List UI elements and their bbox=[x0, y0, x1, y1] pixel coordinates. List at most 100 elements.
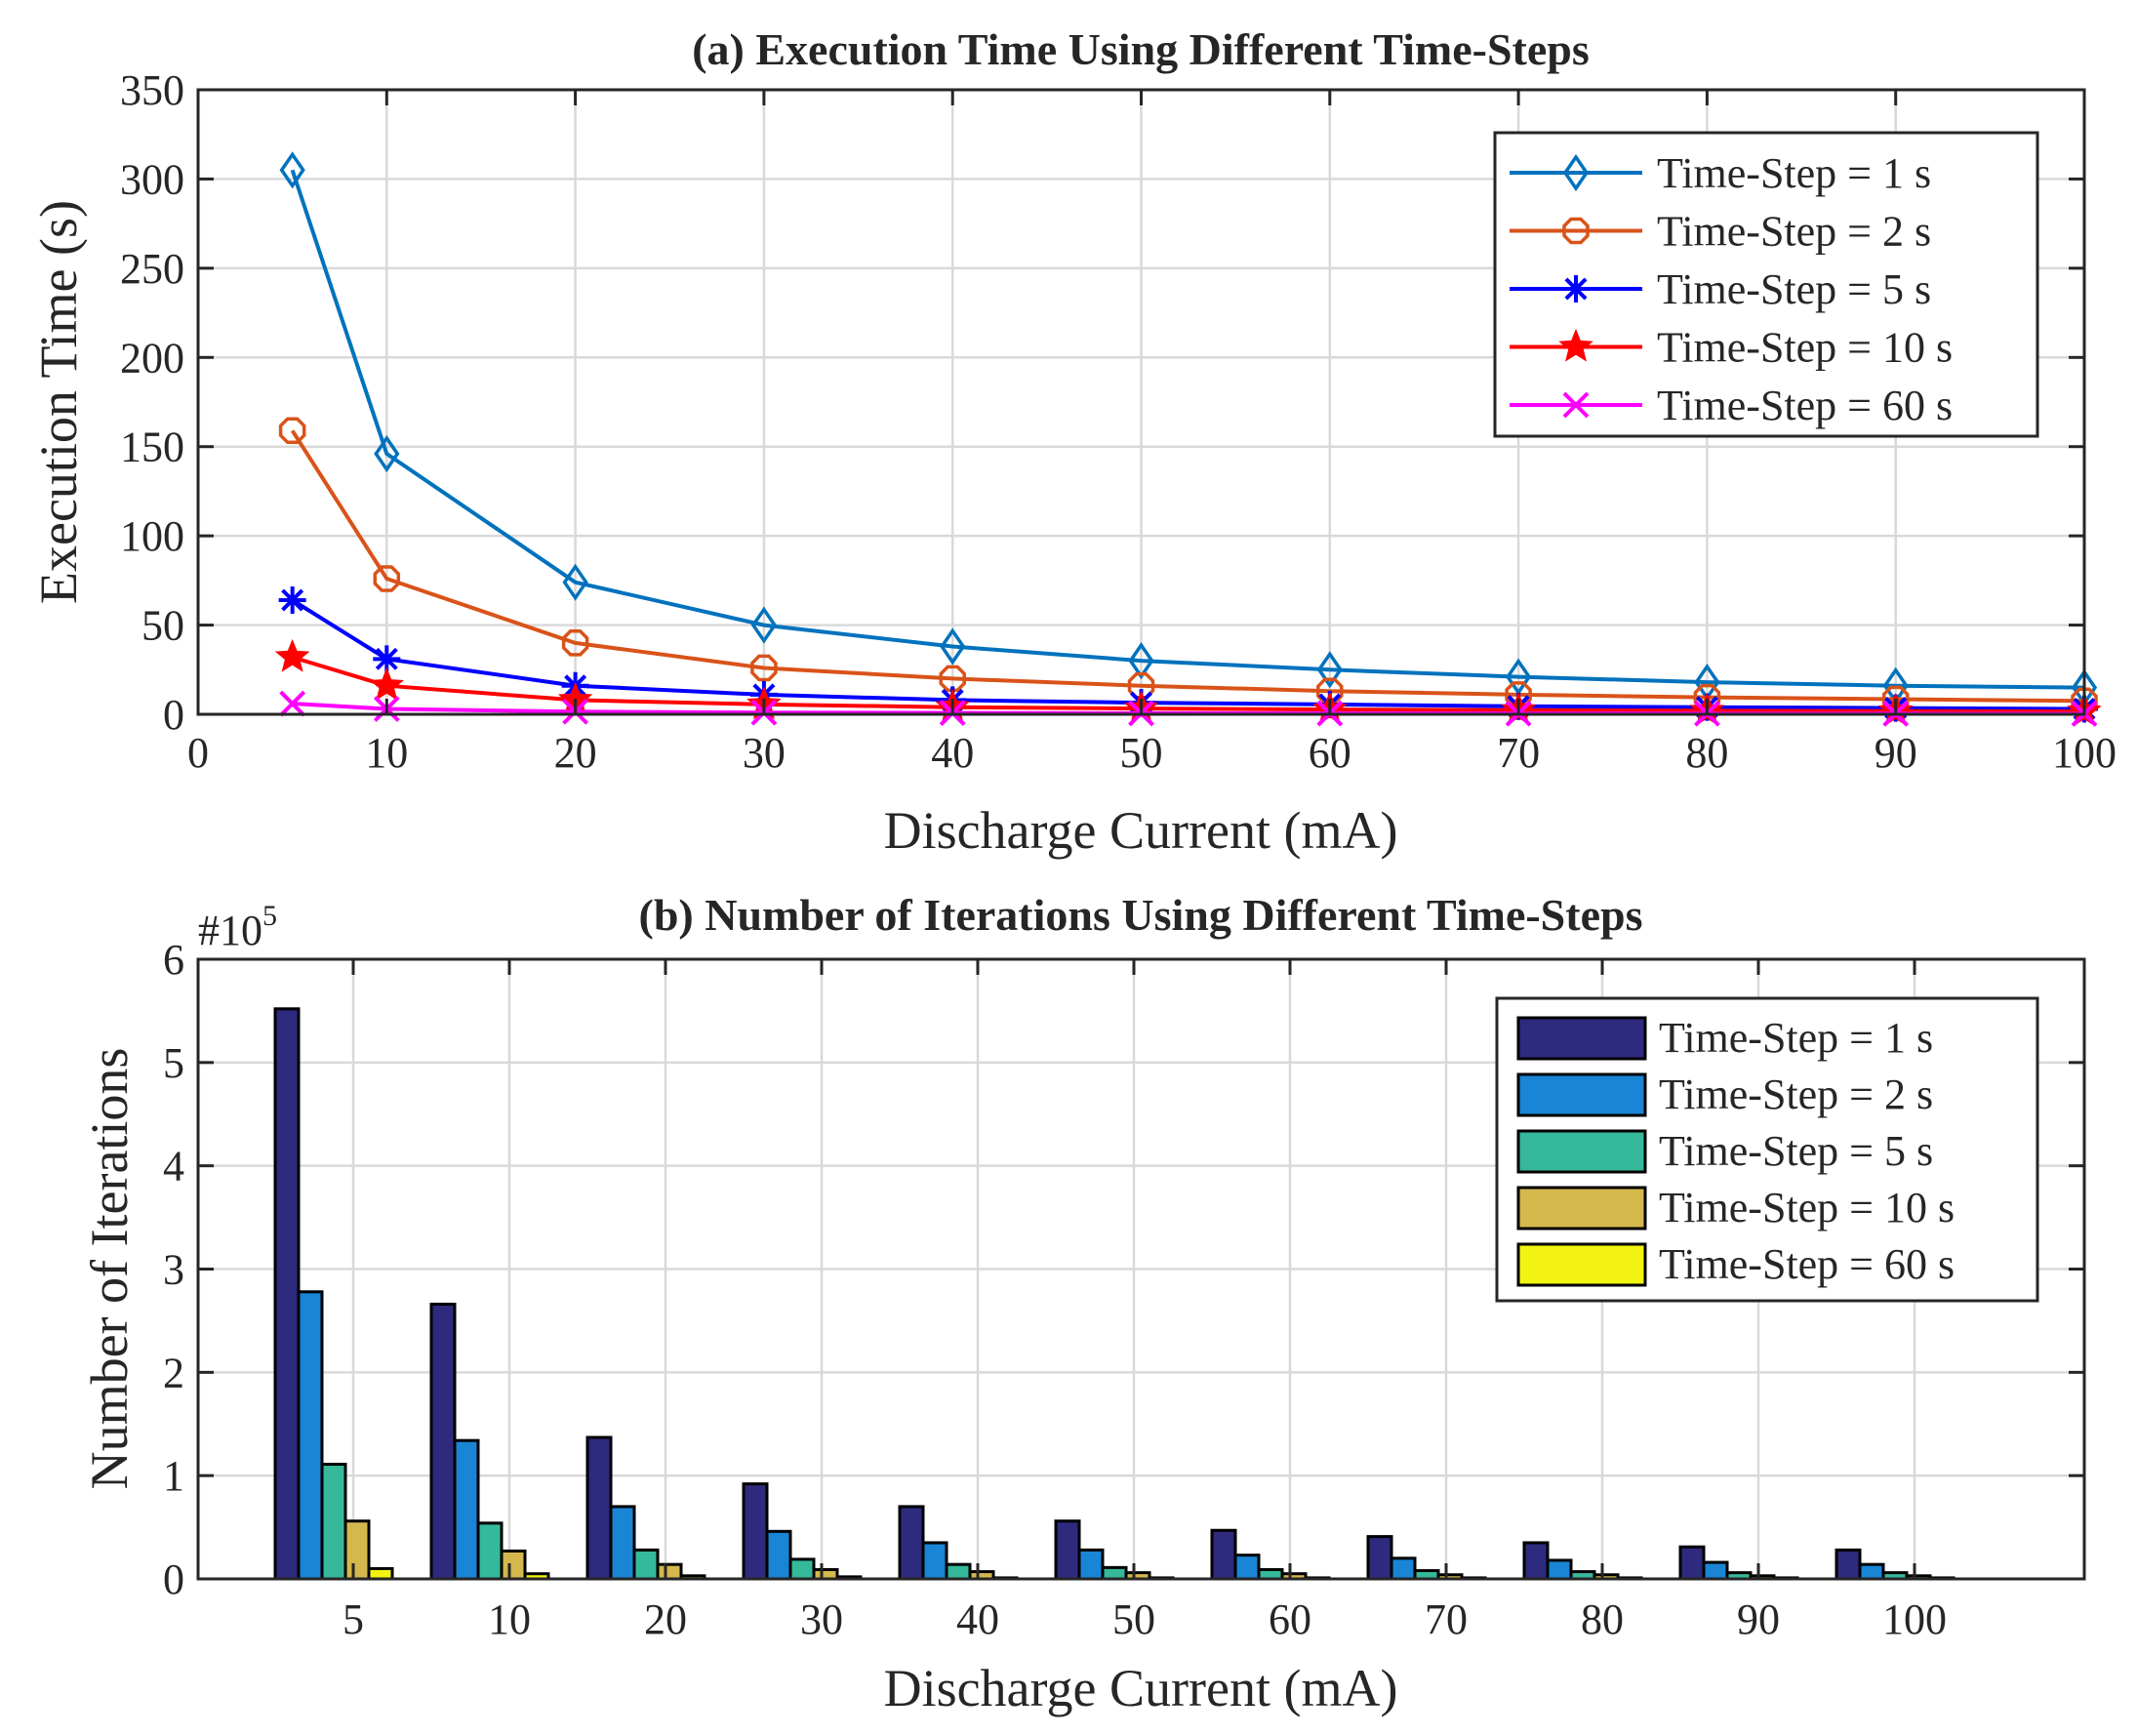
panel-a-x-axis-label: Discharge Current (mA) bbox=[884, 801, 1398, 860]
panel-a-data-point bbox=[279, 690, 306, 717]
panel-a-title: (a) Execution Time Using Different Time-… bbox=[692, 24, 1590, 74]
panel-b-y-axis-label: Number of Iterations bbox=[80, 1048, 139, 1490]
panel-a-data-point bbox=[750, 654, 778, 682]
panel-b-bar bbox=[476, 1521, 504, 1581]
panel-b-y-tick-label: 4 bbox=[163, 1143, 184, 1191]
panel-b-bar bbox=[656, 1562, 683, 1581]
panel-b-x-tick-label: 10 bbox=[488, 1595, 531, 1643]
panel-a-x-tick-label: 100 bbox=[2052, 729, 2117, 777]
panel-a-data-point bbox=[940, 627, 966, 666]
panel-b-legend-swatch bbox=[1516, 1186, 1647, 1231]
panel-a-legend-label: Time-Step = 5 s bbox=[1657, 265, 1931, 313]
panel-a-data-point bbox=[750, 606, 778, 644]
panel-b-bar bbox=[273, 1007, 301, 1581]
panel-a-x-tick-label: 60 bbox=[1309, 729, 1351, 777]
panel-a-legend-marker bbox=[1562, 391, 1590, 419]
panel-a-legend-marker-stroke bbox=[1562, 391, 1590, 419]
panel-a-legend-marker-stroke bbox=[1564, 277, 1588, 301]
panel-b-x-tick-label: 80 bbox=[1581, 1595, 1624, 1643]
panel-b-bar bbox=[429, 1302, 457, 1581]
panel-a-x-tick-label: 80 bbox=[1685, 729, 1728, 777]
panel-a-y-axis-label: Execution Time (s) bbox=[29, 200, 88, 604]
panel-b-bar bbox=[742, 1482, 769, 1581]
panel-b-x-tick-label: 60 bbox=[1269, 1595, 1311, 1643]
panel-b-x-axis-label: Discharge Current (mA) bbox=[884, 1659, 1398, 1717]
panel-b-bar bbox=[898, 1505, 925, 1581]
panel-b-bar bbox=[1522, 1541, 1550, 1581]
panel-a-x-tick-label: 10 bbox=[365, 729, 408, 777]
panel-a-legend: Time-Step = 1 s Time-Step = 2 s Time-Step … bbox=[1493, 131, 2039, 438]
panel-b-bar bbox=[1546, 1558, 1573, 1581]
panel-a-y-tick-label: 100 bbox=[120, 512, 184, 560]
panel-b-y-tick-label: 3 bbox=[163, 1246, 184, 1294]
panel-a-legend-marker bbox=[1562, 153, 1590, 192]
panel-a-legend-marker bbox=[1558, 328, 1593, 362]
panel-a-x-tick-label: 50 bbox=[1120, 729, 1163, 777]
panel-b-x-tick-label: 90 bbox=[1737, 1595, 1780, 1643]
panel-b-x-tick-label: 50 bbox=[1112, 1595, 1155, 1643]
panel-b-x-tick-label: 20 bbox=[644, 1595, 687, 1643]
panel-b-legend-label: Time-Step = 1 s bbox=[1659, 1014, 1933, 1062]
panel-b-bar bbox=[585, 1435, 613, 1581]
panel-b-bar bbox=[297, 1290, 324, 1581]
panel-b-bar bbox=[500, 1549, 527, 1581]
panel-a-series-line bbox=[290, 429, 2085, 704]
panel-a-x-tick-label: 70 bbox=[1497, 729, 1540, 777]
panel-a-data-point bbox=[1316, 651, 1343, 689]
panel-b-y-tick-label: 5 bbox=[163, 1039, 184, 1087]
panel-b-x-tick-label: 30 bbox=[800, 1595, 843, 1643]
panel-b-bar bbox=[343, 1519, 371, 1581]
panel-a-x-tick-label: 40 bbox=[931, 729, 974, 777]
panel-b-x-tick-label: 70 bbox=[1425, 1595, 1468, 1643]
panel-b-legend-label: Time-Step = 5 s bbox=[1659, 1127, 1933, 1175]
panel-a-data-point bbox=[374, 434, 400, 473]
panel-b-x-tick-label: 40 bbox=[956, 1595, 999, 1643]
panel-b-bar bbox=[1077, 1548, 1105, 1581]
panel-a-data-point bbox=[279, 151, 305, 189]
panel-b-legend-swatch bbox=[1516, 1072, 1647, 1117]
panel-b-bar bbox=[921, 1541, 948, 1581]
panel-b-ticks: 5 10 20 30 40 50 60 70 80 90 100 0 1 2 3 4 5 6 bbox=[163, 936, 2084, 1643]
panel-b-legend-label: Time-Step = 2 s bbox=[1659, 1070, 1933, 1118]
panel-a-legend-box bbox=[1493, 131, 2039, 438]
panel-b-y-tick-label: 2 bbox=[163, 1349, 184, 1396]
panel-b-legend-swatch bbox=[1516, 1016, 1647, 1061]
panel-b-legend-swatch bbox=[1516, 1129, 1647, 1174]
panel-b-bar bbox=[453, 1438, 480, 1581]
panel-b-legend: Time-Step = 1 s Time-Step = 2 s Time-Step … bbox=[1495, 996, 2039, 1303]
panel-b-title: (b) Number of Iterations Using Different… bbox=[639, 890, 1643, 940]
panel-b-legend-label: Time-Step = 10 s bbox=[1659, 1184, 1955, 1231]
panel-a-data-point bbox=[274, 638, 310, 672]
panel-b-bar bbox=[1366, 1535, 1393, 1581]
panel-b-bar bbox=[765, 1529, 792, 1581]
panel-a-data-point bbox=[278, 417, 306, 445]
panel-b-legend-label: Time-Step = 60 s bbox=[1659, 1240, 1955, 1288]
panel-a-legend-label: Time-Step = 1 s bbox=[1657, 149, 1931, 197]
panel-b-bar bbox=[1858, 1562, 1885, 1581]
panel-a-y-tick-label: 300 bbox=[120, 155, 184, 203]
bar-chart-panel: 5 10 20 30 40 50 60 70 80 90 100 0 1 2 3 4 5 6 (b) Number… bbox=[80, 890, 2086, 1717]
panel-a-ticks: 0 10 20 30 40 50 60 70 80 90 100 0 50 100 150 200 250 300… bbox=[120, 66, 2117, 777]
line-chart-panel: 0 10 20 30 40 50 60 70 80 90 100 0 50 100 150 200 250 300… bbox=[29, 24, 2117, 860]
panel-b-bar bbox=[1835, 1548, 1862, 1581]
panel-b-bar bbox=[1054, 1519, 1081, 1581]
panel-a-data-point bbox=[373, 565, 401, 592]
panel-a-y-tick-label: 200 bbox=[120, 334, 184, 382]
panel-b-bar bbox=[945, 1562, 972, 1581]
panel-b-bar bbox=[1101, 1565, 1128, 1581]
panel-b-bar bbox=[1678, 1545, 1706, 1581]
panel-b-x-tick-label: 100 bbox=[1882, 1595, 1947, 1643]
panel-a-y-tick-label: 350 bbox=[120, 66, 184, 114]
panel-a-data-point bbox=[1128, 642, 1154, 680]
panel-a-legend-marker bbox=[1562, 275, 1590, 303]
panel-b-bar bbox=[1233, 1554, 1261, 1581]
panel-b-exponent-label: #105 bbox=[198, 900, 277, 954]
panel-a-data-point-stroke bbox=[375, 647, 398, 670]
panel-a-y-tick-label: 50 bbox=[141, 602, 184, 650]
panel-b-bar bbox=[1390, 1556, 1417, 1581]
panel-a-y-tick-label: 250 bbox=[120, 245, 184, 293]
panel-a-y-tick-label: 150 bbox=[120, 424, 184, 471]
panel-a-y-tick-label: 0 bbox=[163, 691, 184, 739]
